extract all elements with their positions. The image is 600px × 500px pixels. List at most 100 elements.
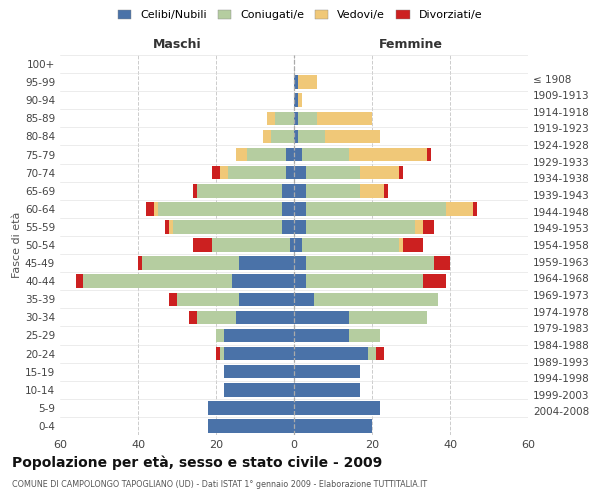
Bar bbox=[208, 401, 294, 414]
Bar bbox=[298, 76, 317, 89]
Bar bbox=[294, 274, 306, 288]
Bar bbox=[208, 419, 294, 432]
Bar bbox=[165, 220, 169, 234]
Bar bbox=[294, 220, 306, 234]
Bar bbox=[349, 310, 427, 324]
Y-axis label: Anni di nascita: Anni di nascita bbox=[599, 204, 600, 286]
Bar bbox=[325, 130, 380, 143]
Bar bbox=[216, 347, 220, 360]
Bar bbox=[294, 256, 306, 270]
Bar bbox=[235, 310, 294, 324]
Bar bbox=[368, 347, 376, 360]
Bar bbox=[228, 166, 286, 179]
Bar bbox=[193, 184, 197, 198]
Bar bbox=[271, 130, 294, 143]
Bar bbox=[263, 130, 271, 143]
Bar bbox=[306, 256, 434, 270]
Bar bbox=[142, 256, 239, 270]
Bar bbox=[306, 202, 446, 215]
Bar bbox=[154, 202, 157, 215]
Bar bbox=[298, 94, 302, 107]
Bar bbox=[224, 365, 294, 378]
Bar bbox=[294, 347, 368, 360]
Bar bbox=[400, 166, 403, 179]
Bar bbox=[169, 220, 173, 234]
Bar bbox=[403, 238, 422, 252]
Bar bbox=[157, 202, 283, 215]
Bar bbox=[314, 292, 438, 306]
Bar bbox=[224, 383, 294, 396]
Bar bbox=[294, 148, 302, 162]
Bar bbox=[188, 310, 197, 324]
Bar bbox=[349, 148, 427, 162]
Bar bbox=[294, 328, 349, 342]
Bar bbox=[294, 76, 298, 89]
Bar bbox=[294, 112, 298, 125]
Text: Femmine: Femmine bbox=[379, 38, 443, 52]
Bar bbox=[235, 148, 247, 162]
Bar bbox=[76, 274, 83, 288]
Bar bbox=[400, 238, 403, 252]
Bar bbox=[266, 112, 275, 125]
Bar bbox=[427, 148, 431, 162]
Bar bbox=[247, 148, 286, 162]
Bar bbox=[422, 274, 446, 288]
Bar bbox=[216, 328, 224, 342]
Bar bbox=[317, 112, 372, 125]
Bar bbox=[294, 310, 349, 324]
Bar bbox=[294, 184, 306, 198]
Bar bbox=[283, 202, 294, 215]
Bar bbox=[239, 292, 294, 306]
Bar bbox=[224, 347, 294, 360]
Bar bbox=[177, 292, 239, 306]
Bar bbox=[283, 220, 294, 234]
Bar bbox=[212, 166, 220, 179]
Bar bbox=[302, 148, 349, 162]
Bar bbox=[193, 238, 212, 252]
Bar bbox=[415, 220, 422, 234]
Bar bbox=[306, 274, 422, 288]
Bar bbox=[294, 166, 306, 179]
Bar bbox=[434, 256, 450, 270]
Bar bbox=[169, 292, 177, 306]
Bar bbox=[220, 347, 224, 360]
Bar bbox=[306, 166, 360, 179]
Bar bbox=[286, 148, 294, 162]
Bar bbox=[306, 220, 415, 234]
Bar bbox=[422, 220, 434, 234]
Bar bbox=[294, 238, 302, 252]
Bar bbox=[298, 112, 317, 125]
Bar bbox=[212, 238, 290, 252]
Bar bbox=[294, 202, 306, 215]
Bar bbox=[294, 292, 314, 306]
Bar bbox=[294, 419, 372, 432]
Legend: Celibi/Nubili, Coniugati/e, Vedovi/e, Divorziati/e: Celibi/Nubili, Coniugati/e, Vedovi/e, Di… bbox=[113, 6, 487, 25]
Bar bbox=[294, 94, 298, 107]
Bar bbox=[224, 328, 294, 342]
Bar bbox=[220, 166, 228, 179]
Bar bbox=[83, 274, 232, 288]
Bar bbox=[286, 166, 294, 179]
Bar bbox=[376, 347, 384, 360]
Bar bbox=[294, 401, 380, 414]
Text: COMUNE DI CAMPOLONGO TAPOGLIANO (UD) - Dati ISTAT 1° gennaio 2009 - Elaborazione: COMUNE DI CAMPOLONGO TAPOGLIANO (UD) - D… bbox=[12, 480, 427, 489]
Bar bbox=[239, 256, 294, 270]
Bar bbox=[360, 166, 400, 179]
Bar bbox=[349, 328, 380, 342]
Bar bbox=[294, 365, 360, 378]
Bar bbox=[446, 202, 473, 215]
Bar bbox=[173, 220, 283, 234]
Bar bbox=[360, 184, 384, 198]
Bar bbox=[290, 238, 294, 252]
Bar bbox=[138, 256, 142, 270]
Y-axis label: Fasce di età: Fasce di età bbox=[12, 212, 22, 278]
Bar bbox=[232, 274, 294, 288]
Bar bbox=[146, 202, 154, 215]
Text: Popolazione per età, sesso e stato civile - 2009: Popolazione per età, sesso e stato civil… bbox=[12, 455, 382, 469]
Bar bbox=[298, 130, 325, 143]
Text: Maschi: Maschi bbox=[152, 38, 202, 52]
Bar bbox=[275, 112, 294, 125]
Bar bbox=[306, 184, 360, 198]
Bar bbox=[294, 383, 360, 396]
Bar bbox=[294, 130, 298, 143]
